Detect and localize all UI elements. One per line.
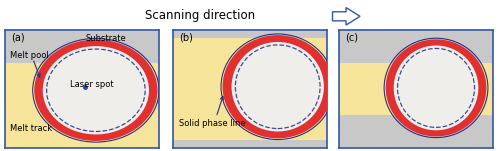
Text: Laser spot: Laser spot xyxy=(70,80,114,89)
Ellipse shape xyxy=(394,45,478,130)
Bar xyxy=(173,39,327,140)
Ellipse shape xyxy=(232,42,324,132)
Text: Solid phase line: Solid phase line xyxy=(179,119,246,128)
Text: Scanning direction: Scanning direction xyxy=(145,9,255,22)
Text: Melt track: Melt track xyxy=(10,124,51,133)
Text: (c): (c) xyxy=(345,33,358,43)
Text: (b): (b) xyxy=(179,33,193,43)
Bar xyxy=(339,63,493,115)
Text: Melt pool: Melt pool xyxy=(10,51,48,60)
FancyArrow shape xyxy=(332,8,360,25)
Bar xyxy=(5,63,159,148)
Ellipse shape xyxy=(386,39,486,137)
Ellipse shape xyxy=(222,35,333,138)
Bar xyxy=(173,30,327,39)
Text: (a): (a) xyxy=(11,33,25,43)
Ellipse shape xyxy=(42,46,149,134)
Text: Substrate: Substrate xyxy=(85,34,126,43)
Bar xyxy=(173,140,327,148)
Ellipse shape xyxy=(34,40,158,141)
